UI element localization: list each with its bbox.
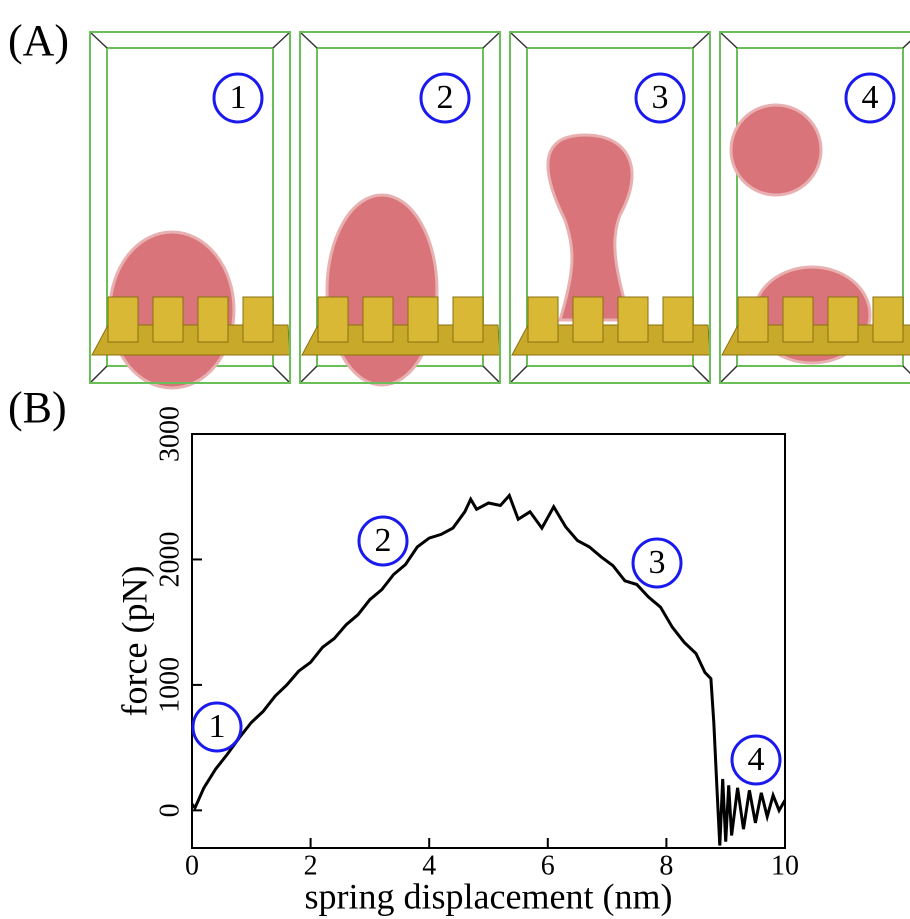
pillar — [317, 296, 349, 343]
box-edge — [692, 31, 711, 49]
pillar — [662, 296, 694, 343]
box-front — [719, 31, 910, 384]
annotation-badge — [357, 515, 409, 567]
pillar — [407, 296, 439, 343]
y-tick-label: 2000 — [154, 531, 185, 587]
box-front — [89, 31, 291, 384]
snapshots: 1 2 3 4 — [89, 31, 910, 390]
y-tick-label: 0 — [154, 803, 185, 817]
frame-badge — [212, 72, 264, 124]
y-axis-label: force (pN) — [114, 566, 154, 717]
x-axis-label: spring displacement (nm) — [305, 876, 673, 916]
box-edge — [719, 31, 738, 49]
box-edge — [902, 365, 910, 375]
pillar — [452, 296, 484, 343]
plot-frame — [191, 433, 786, 849]
frame-number: 2 — [437, 79, 454, 116]
pillar — [782, 296, 814, 343]
pillar — [872, 296, 904, 343]
pillar — [197, 296, 229, 343]
annotation: 3 — [649, 544, 666, 581]
droplet — [729, 103, 823, 197]
x-tick-label: 10 — [771, 850, 799, 881]
snapshot: 3 — [509, 31, 711, 384]
pillar — [617, 296, 649, 343]
box-edge — [509, 365, 528, 384]
pillar — [152, 296, 184, 343]
box-edge — [272, 365, 291, 384]
y-tick-label: 1000 — [154, 657, 185, 713]
box-edge — [299, 365, 318, 384]
snapshot: 1 — [89, 31, 291, 390]
frame-number: 1 — [230, 79, 247, 116]
annotation-badge — [191, 701, 243, 753]
x-tick-label: 4 — [422, 850, 436, 881]
frame-badge — [419, 72, 471, 124]
substrate — [91, 324, 291, 356]
snapshot: 2 — [299, 31, 501, 387]
y-tick-label: 3000 — [154, 406, 185, 462]
box-edge — [299, 31, 318, 49]
pillar — [242, 296, 274, 343]
box-edge — [902, 40, 910, 49]
snapshot: 4 — [719, 31, 910, 384]
x-tick-label: 0 — [185, 850, 199, 881]
box-front — [509, 31, 711, 384]
x-tick-label: 2 — [304, 850, 318, 881]
frame-number: 4 — [862, 79, 879, 116]
frame-number: 3 — [652, 79, 669, 116]
panel-label: (A) — [8, 16, 69, 65]
x-tick-label: 8 — [659, 850, 673, 881]
x-tick-label: 6 — [541, 850, 555, 881]
box-edge — [89, 31, 108, 49]
substrate — [511, 324, 711, 356]
pillar — [527, 296, 559, 343]
box-edge — [482, 31, 501, 49]
force-line — [190, 492, 787, 846]
droplet — [546, 133, 634, 322]
pillar — [572, 296, 604, 343]
plot: 0 2 4 6 8 10 0 1000 2000 3000 spring displacement … — [114, 406, 799, 916]
frame-badge — [634, 72, 686, 124]
box-edge — [272, 31, 291, 49]
box-back — [736, 47, 904, 367]
substrate — [721, 324, 910, 356]
box-edge — [89, 365, 108, 384]
box-back — [526, 47, 694, 367]
pillar — [737, 296, 769, 343]
frame-badge — [844, 72, 896, 124]
annotation: 1 — [209, 708, 226, 745]
annotation: 4 — [748, 741, 765, 778]
annotation-badge — [631, 537, 683, 589]
substrate — [301, 324, 501, 356]
droplet — [325, 193, 439, 387]
annotation: 2 — [375, 522, 392, 559]
pillar — [107, 296, 139, 343]
box-edge — [482, 365, 501, 384]
pillar — [362, 296, 394, 343]
panel-label: (B) — [8, 383, 67, 432]
pillar — [827, 296, 859, 343]
box-edge — [692, 365, 711, 384]
box-edge — [509, 31, 528, 49]
box-edge — [719, 365, 738, 384]
annotation-badge — [730, 734, 782, 786]
box-front — [299, 31, 501, 384]
